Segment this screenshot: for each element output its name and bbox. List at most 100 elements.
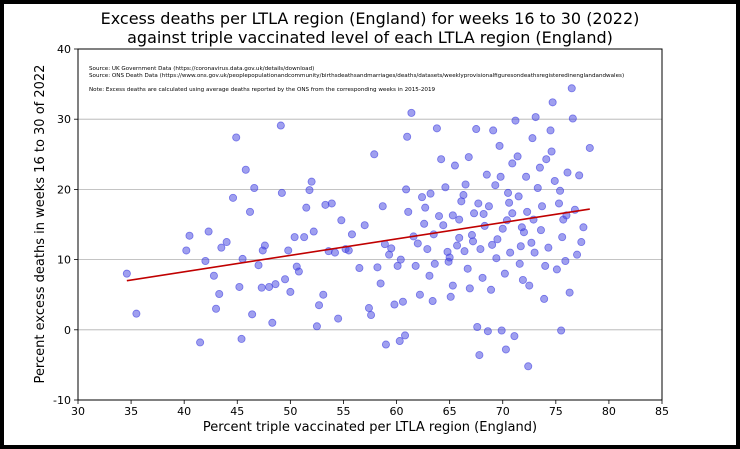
data-point [222, 238, 231, 247]
data-point [530, 248, 539, 257]
data-point [373, 263, 382, 272]
data-point [489, 126, 498, 135]
data-point [330, 248, 339, 257]
data-point [541, 261, 550, 270]
data-point [426, 189, 435, 198]
data-point [483, 327, 492, 336]
data-point [522, 172, 531, 181]
chart-title-line-2: against triple vaccinated level of each … [127, 28, 613, 47]
data-point [407, 108, 416, 117]
chart-frame: Excess deaths per LTLA region (England) … [4, 4, 736, 445]
data-point [286, 287, 295, 296]
data-point [498, 224, 507, 233]
y-tick-label: 40 [57, 43, 71, 56]
data-point [555, 199, 564, 208]
data-point [446, 292, 455, 301]
data-point [544, 243, 553, 252]
data-point [441, 183, 450, 192]
trend-line-group [126, 208, 590, 282]
data-point [217, 243, 226, 252]
data-point [347, 230, 356, 239]
data-point [235, 282, 244, 291]
data-point [260, 241, 269, 250]
data-point [132, 309, 141, 318]
x-tick-label: 55 [336, 405, 350, 418]
data-point [528, 134, 537, 143]
data-point [448, 281, 457, 290]
data-point [421, 203, 430, 212]
data-point [209, 271, 218, 280]
data-point [540, 294, 549, 303]
data-point [277, 188, 286, 197]
x-tick-label: 35 [124, 405, 138, 418]
data-point [479, 209, 488, 218]
data-point [478, 273, 487, 282]
data-point [425, 271, 434, 280]
data-point [546, 126, 555, 135]
data-point [321, 200, 330, 209]
data-point [506, 248, 515, 257]
data-point [402, 185, 411, 194]
data-point [334, 314, 343, 323]
data-point [413, 239, 422, 248]
data-point [518, 275, 527, 284]
data-point [312, 322, 321, 331]
data-point [468, 237, 477, 246]
data-point [495, 141, 504, 150]
data-point [396, 255, 405, 264]
data-point [464, 153, 473, 162]
data-point [215, 289, 224, 298]
data-point [472, 125, 481, 134]
data-point [459, 191, 468, 200]
data-point [238, 254, 247, 263]
data-point [475, 351, 484, 360]
data-point [496, 172, 505, 181]
data-point [430, 259, 439, 268]
x-tick-label: 70 [496, 405, 510, 418]
data-point [524, 362, 533, 371]
data-point [504, 188, 513, 197]
data-point [284, 246, 293, 255]
data-point [535, 163, 544, 172]
data-point [448, 211, 457, 220]
data-point [403, 132, 412, 141]
y-axis-label: Percent excess deaths in weeks 16 to 30 … [33, 65, 48, 384]
data-point [497, 326, 506, 335]
y-tick-label: 20 [57, 183, 71, 196]
data-point [393, 261, 402, 270]
data-point [493, 235, 502, 244]
data-point [516, 242, 525, 251]
data-point [460, 247, 469, 256]
data-point [492, 254, 501, 263]
data-point [473, 322, 482, 331]
data-point [418, 193, 427, 202]
gridlines [78, 118, 662, 331]
x-tick-label: 75 [549, 405, 563, 418]
data-point [398, 297, 407, 306]
data-point [461, 180, 470, 189]
data-point [229, 193, 238, 202]
data-point [542, 155, 551, 164]
data-point [525, 281, 534, 290]
x-tick-label: 80 [602, 405, 616, 418]
data-point [567, 84, 576, 93]
data-point [536, 226, 545, 235]
data-point [515, 259, 524, 268]
data-point [556, 186, 565, 195]
data-point [533, 183, 542, 192]
data-point [514, 192, 523, 201]
data-point [309, 227, 318, 236]
data-point [257, 283, 266, 292]
data-point [510, 332, 519, 341]
data-point [337, 216, 346, 225]
data-point [302, 203, 311, 212]
data-point [463, 264, 472, 273]
data-point [268, 318, 277, 327]
chart-title-line-1: Excess deaths per LTLA region (England) … [101, 9, 640, 28]
data-point [250, 183, 259, 192]
data-point [404, 207, 413, 216]
data-point [484, 202, 493, 211]
data-point [527, 238, 536, 247]
y-tick-label: 10 [57, 254, 71, 267]
data-point [585, 143, 594, 152]
